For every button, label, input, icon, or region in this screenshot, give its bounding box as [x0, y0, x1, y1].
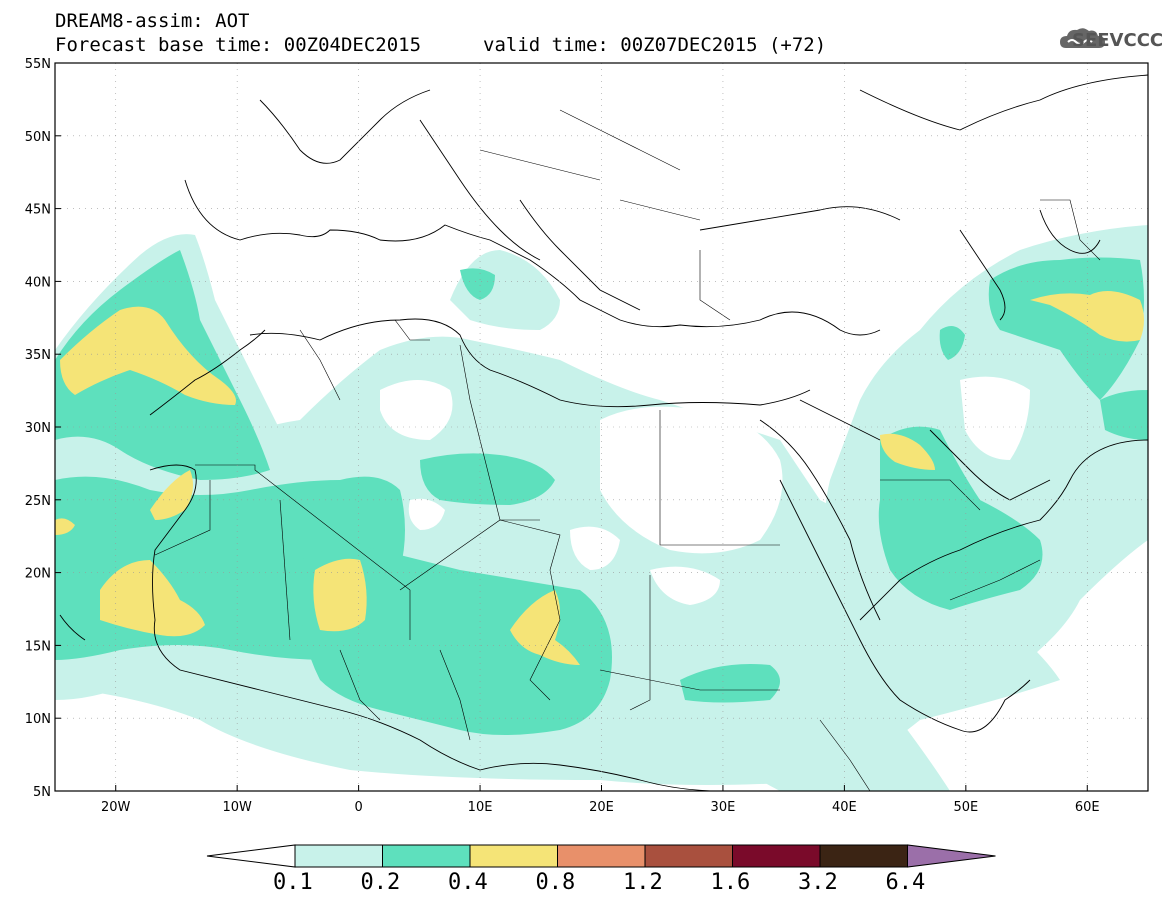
colorbar-swatch [382, 844, 471, 868]
colorbar-level-label: 1.2 [623, 870, 663, 895]
lon-tick-label: 60E [1075, 800, 1100, 815]
aot-level-0-4 [55, 291, 1144, 665]
lat-tick-label: 40N [25, 275, 51, 290]
colorbar-swatch [819, 844, 908, 868]
lat-tick-label: 45N [25, 203, 51, 218]
aot-field [55, 74, 1148, 791]
lat-tick-label: 55N [25, 57, 51, 72]
coastlines [59, 74, 1148, 791]
lat-tick-label: 30N [25, 421, 51, 436]
lat-tick-label: 35N [25, 348, 51, 363]
colorbar-lower-extend [206, 844, 296, 868]
lon-axis: 20W 10W 0 10E 20E 30E 40E 50E 60E [101, 785, 1100, 815]
colorbar-level-label: 6.4 [885, 870, 926, 895]
lon-tick-label: 10E [468, 800, 493, 815]
lat-tick-label: 10N [25, 712, 51, 727]
colorbar [206, 844, 996, 868]
colorbar-level-label: 0.4 [448, 870, 488, 895]
colorbar-swatch [732, 844, 821, 868]
colorbar-swatch [644, 844, 733, 868]
lat-tick-label: 20N [25, 567, 51, 582]
colorbar-swatch [294, 844, 383, 868]
cloud-icon [1060, 28, 1105, 48]
lon-tick-label: 10W [222, 800, 252, 815]
colorbar-level-label: 0.2 [360, 870, 401, 895]
colorbar-swatch [469, 844, 558, 868]
product-title: DREAM8-assim: AOT [55, 10, 250, 32]
lat-tick-label: 15N [25, 639, 51, 654]
lon-tick-label: 50E [953, 800, 978, 815]
colorbar-swatch [557, 844, 646, 868]
map-grid [55, 63, 1148, 791]
lon-tick-label: 0 [354, 800, 362, 815]
lat-tick-label: 5N [33, 785, 51, 800]
lon-tick-label: 40E [832, 800, 857, 815]
lat-axis: 55N 50N 45N 40N 35N 30N 25N 20N 15N 10N 5N [25, 57, 61, 800]
logo-text: SEEVCCC [1072, 30, 1164, 51]
valid-time-label: valid time: 00Z07DEC2015 (+72) [483, 34, 827, 56]
colorbar-upper-extend [907, 844, 996, 868]
colorbar-level-label: 0.1 [273, 870, 313, 895]
lon-tick-label: 20W [101, 800, 131, 815]
colorbar-level-label: 0.8 [535, 870, 576, 895]
lon-tick-label: 30E [711, 800, 736, 815]
lon-tick-label: 20E [589, 800, 614, 815]
colorbar-level-label: 3.2 [798, 870, 838, 895]
base-time-label: Forecast base time: 00Z04DEC2015 [55, 34, 422, 56]
lat-tick-label: 25N [25, 494, 51, 509]
colorbar-level-label: 1.6 [710, 870, 751, 895]
lat-tick-label: 50N [25, 130, 51, 145]
country-borders [154, 109, 1101, 791]
